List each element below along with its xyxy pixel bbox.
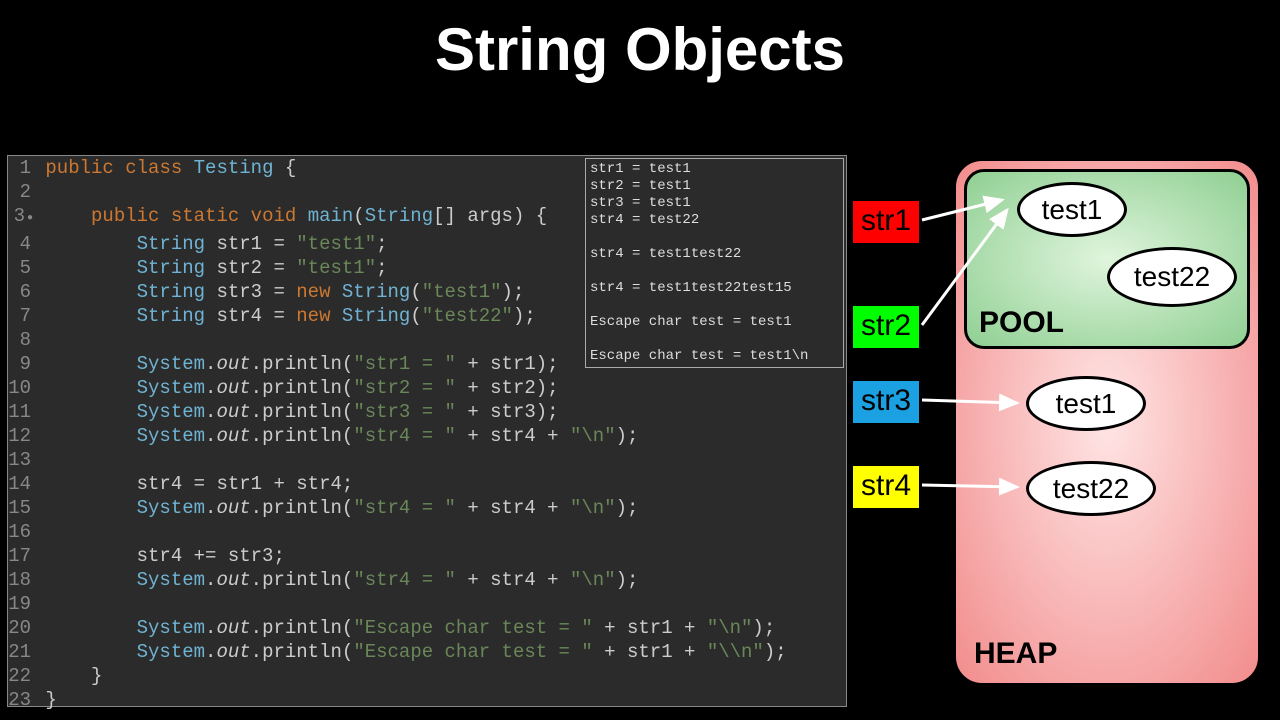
heap-object: test22 bbox=[1026, 461, 1156, 516]
code-line: 18 System.out.println("str4 = " + str4 +… bbox=[8, 568, 846, 592]
code-line: 20 System.out.println("Escape char test … bbox=[8, 616, 846, 640]
code-line: 22 } bbox=[8, 664, 846, 688]
heap-object: test1 bbox=[1026, 376, 1146, 431]
heap-region: test1 test22 POOL test1 test22 HEAP bbox=[952, 157, 1262, 687]
code-line: 16 bbox=[8, 520, 846, 544]
pool-label: POOL bbox=[979, 306, 1064, 340]
page-title: String Objects bbox=[0, 0, 1280, 94]
code-line: 21 System.out.println("Escape char test … bbox=[8, 640, 846, 664]
var-label-str1: str1 bbox=[852, 200, 920, 244]
code-line: 14 str4 = str1 + str4; bbox=[8, 472, 846, 496]
content-area: 1 public class Testing {2 3 public stati… bbox=[7, 155, 847, 707]
code-panel: 1 public class Testing {2 3 public stati… bbox=[7, 155, 847, 707]
code-line: 12 System.out.println("str4 = " + str4 +… bbox=[8, 424, 846, 448]
var-label-str3: str3 bbox=[852, 380, 920, 424]
code-line: 13 bbox=[8, 448, 846, 472]
output-box: str1 = test1 str2 = test1 str3 = test1 s… bbox=[585, 158, 844, 368]
code-line: 10 System.out.println("str2 = " + str2); bbox=[8, 376, 846, 400]
code-line: 17 str4 += str3; bbox=[8, 544, 846, 568]
pool-region: test1 test22 POOL bbox=[964, 169, 1250, 349]
pool-object: test1 bbox=[1017, 182, 1127, 237]
code-line: 23 } bbox=[8, 688, 846, 712]
memory-diagram: test1 test22 POOL test1 test22 HEAP str1 st… bbox=[852, 155, 1274, 715]
code-line: 19 bbox=[8, 592, 846, 616]
pool-object: test22 bbox=[1107, 247, 1237, 307]
var-label-str2: str2 bbox=[852, 305, 920, 349]
code-line: 15 System.out.println("str4 = " + str4 +… bbox=[8, 496, 846, 520]
code-line: 11 System.out.println("str3 = " + str3); bbox=[8, 400, 846, 424]
var-label-str4: str4 bbox=[852, 465, 920, 509]
heap-label: HEAP bbox=[974, 637, 1057, 671]
